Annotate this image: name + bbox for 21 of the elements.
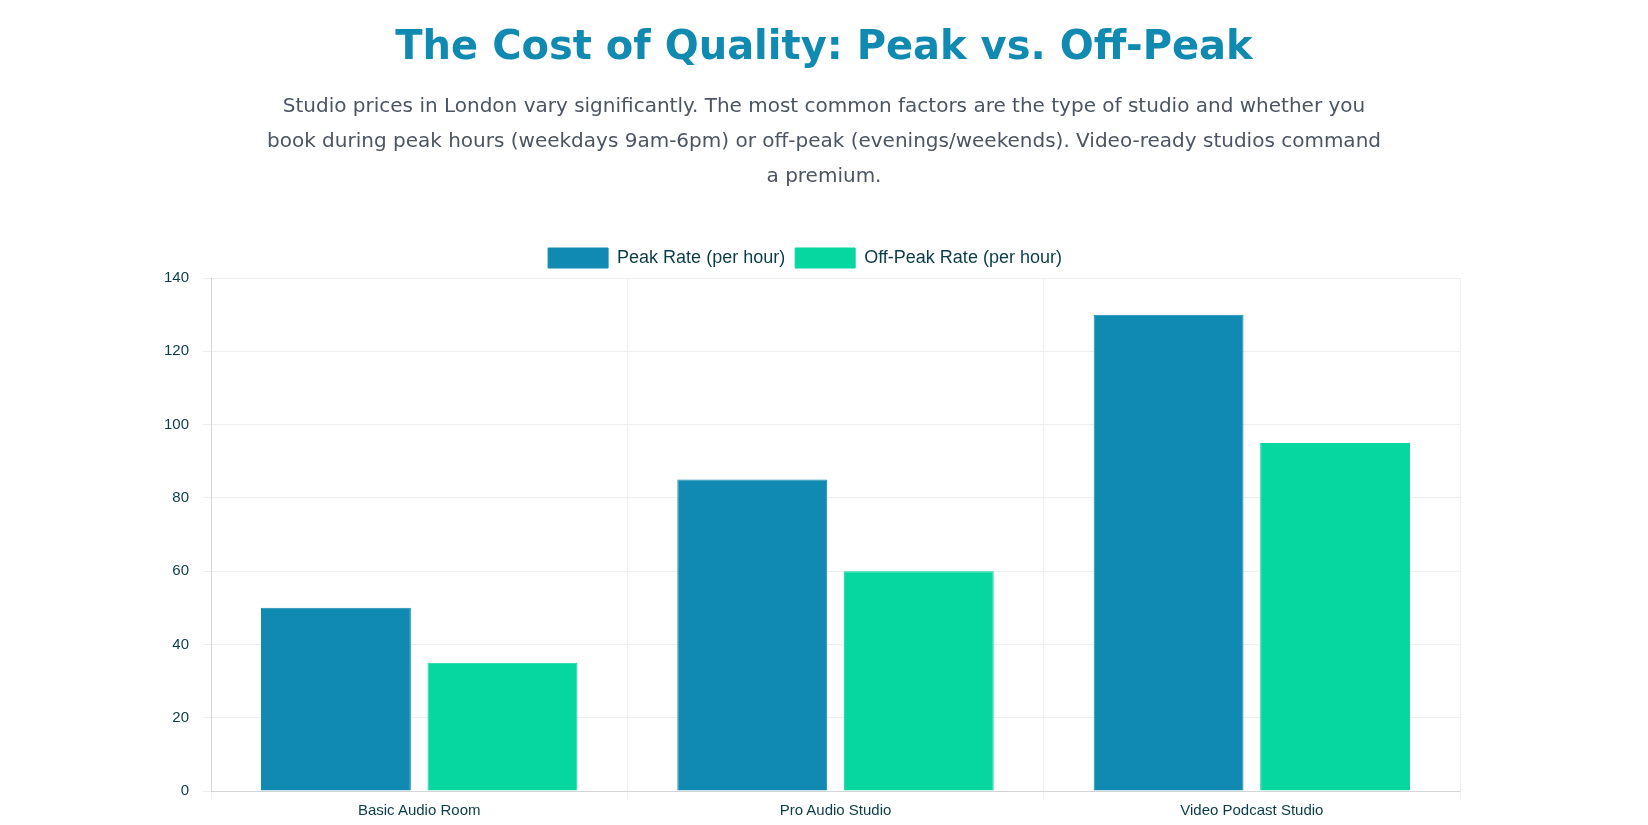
bar	[1260, 442, 1411, 791]
bar	[427, 662, 578, 791]
x-tick-label: Video Podcast Studio	[1180, 801, 1324, 819]
chart-title: The Cost of Quality: Peak vs. Off-Peak	[394, 22, 1254, 68]
y-tick-label: 0	[180, 781, 190, 799]
legend-label: Peak Rate (per hour)	[617, 246, 786, 267]
bar	[677, 479, 828, 791]
y-tick-label: 80	[172, 488, 190, 505]
bar	[1093, 314, 1244, 791]
y-tick-label: 140	[164, 268, 190, 286]
bar	[260, 607, 411, 791]
x-tick-label: Pro Audio Studio	[779, 801, 892, 819]
y-tick-label: 40	[172, 634, 190, 652]
legend-label: Off-Peak Rate (per hour)	[864, 246, 1062, 267]
y-tick-label: 20	[172, 707, 190, 725]
y-tick-label: 100	[164, 414, 190, 432]
bar	[843, 571, 994, 791]
y-tick-label: 60	[172, 561, 190, 579]
x-tick-label: Basic Audio Room	[357, 801, 481, 819]
y-tick-label: 120	[164, 341, 190, 359]
chart-subtitle: Studio prices in London vary significantly. The most common factors are the type of studio and whether you book during peak hours (weekdays 9am-6pm) or off-peak (evenings/weekends). Video-ready studios command a premium.	[266, 92, 1382, 189]
